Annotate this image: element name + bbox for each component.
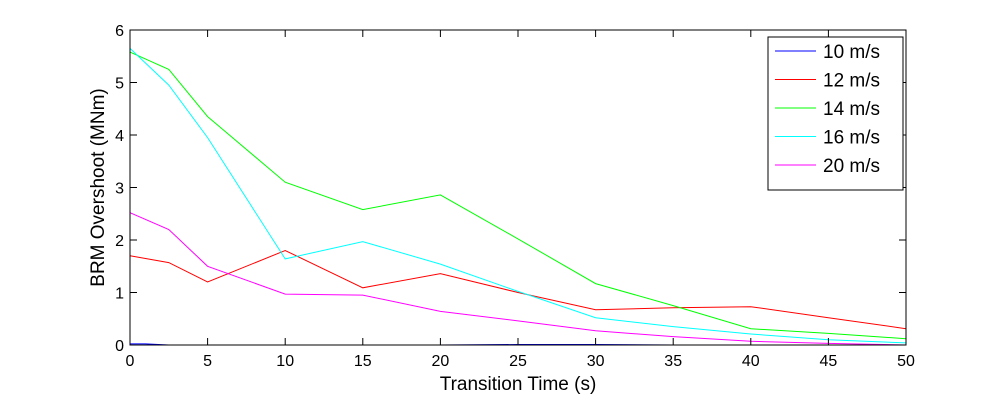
x-tick-label: 45 [820,353,838,370]
y-tick-label: 6 [115,23,124,40]
x-axis: 0 5 10 15 20 25 30 35 40 45 50 [126,30,915,370]
x-axis-label: Transition Time (s) [440,374,597,395]
series-line-1 [129,249,907,330]
y-tick-label: 4 [115,128,124,145]
legend: 10 m/s 12 m/s 14 m/s 16 m/s 20 m/s [767,36,904,191]
y-axis-label: BRM Overshoot (MNm) [88,88,109,286]
y-tick-label: 1 [115,286,124,303]
series-line-2 [129,51,907,340]
x-tick-label: 25 [509,353,527,370]
y-tick-label: 5 [115,76,124,93]
series-line-4 [129,212,907,346]
series-line-3 [129,48,907,344]
x-tick-label: 15 [354,353,372,370]
legend-label: 12 m/s [823,71,880,92]
y-tick-label: 2 [115,233,124,250]
y-tick-label: 3 [115,181,124,198]
x-tick-label: 35 [664,353,682,370]
x-tick-label: 40 [742,353,760,370]
x-tick-label: 10 [276,353,294,370]
x-tick-label: 0 [126,353,135,370]
x-tick-label: 30 [587,353,605,370]
y-tick-label: 0 [115,338,124,355]
x-tick-label: 5 [203,353,212,370]
x-tick-label: 50 [897,353,915,370]
legend-label: 10 m/s [823,42,880,63]
legend-label: 14 m/s [823,99,880,120]
x-tick-label: 20 [432,353,450,370]
legend-label: 16 m/s [823,128,880,149]
legend-label: 20 m/s [823,156,880,177]
